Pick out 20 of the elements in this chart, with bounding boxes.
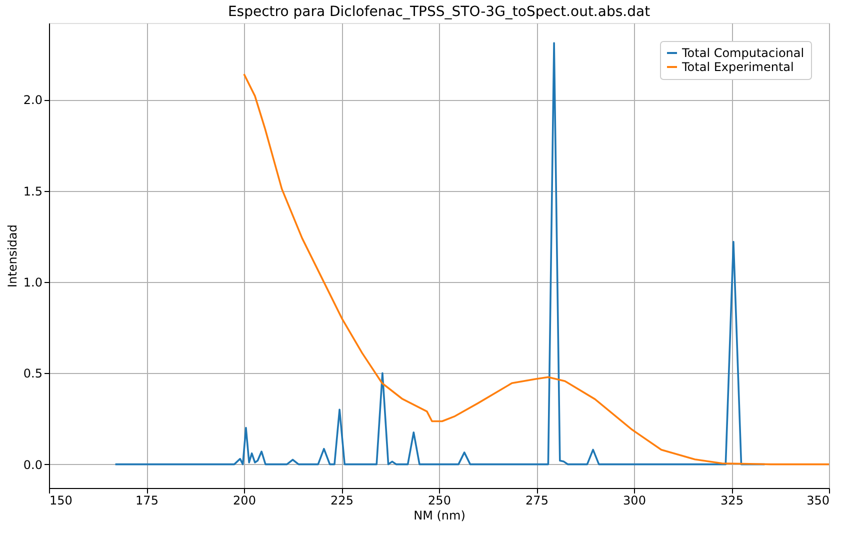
x-tick-label: 175 [136,494,158,508]
x-tick-label: 150 [50,494,72,508]
legend-label: Total Experimental [681,60,794,74]
x-tick-label: 350 [806,494,830,508]
x-tick-label: 275 [526,494,548,508]
y-tick-label: 2.0 [23,93,42,108]
chart-title: Espectro para Diclofenac_TPSS_STO-3G_toSpect.out.abs.dat [228,4,651,20]
x-tick-label: 200 [233,494,256,508]
line-series [243,73,830,466]
y-tick-label: 1.5 [23,184,42,198]
x-axis-title: NM (nm) [414,508,466,522]
x-tick-label: 250 [428,494,451,508]
y-tick-label: 0.0 [23,458,42,472]
legend-label: Total Computacional [681,46,804,60]
x-tick-label: 300 [623,494,646,508]
x-tick-label: 325 [720,494,744,508]
y-axis-title: Intensidad [5,224,20,288]
x-tick-label: 225 [330,494,354,508]
y-tick-label: 0.5 [23,366,42,381]
y-tick-label: 1.0 [23,275,42,290]
